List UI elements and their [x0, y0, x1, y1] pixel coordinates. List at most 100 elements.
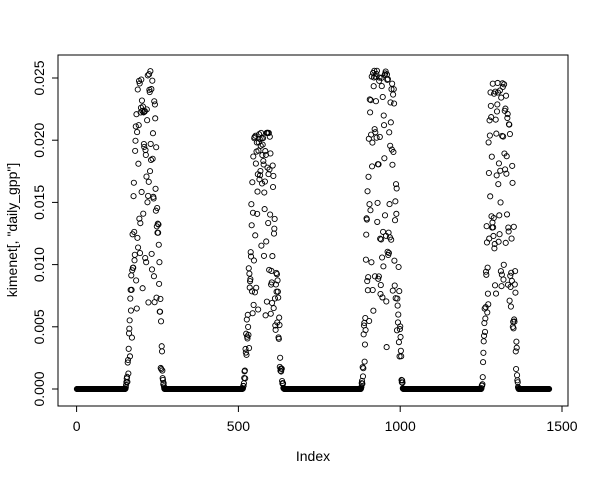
data-point	[496, 231, 503, 238]
data-point	[156, 259, 163, 266]
data-point	[392, 181, 400, 188]
data-point	[148, 86, 155, 93]
data-point	[255, 147, 262, 154]
data-point	[128, 334, 135, 341]
data-point	[482, 315, 489, 322]
data-point	[511, 318, 518, 325]
data-point	[131, 228, 138, 235]
data-point	[263, 298, 270, 305]
data-point	[270, 305, 277, 312]
data-point	[126, 317, 133, 324]
data-point	[156, 280, 163, 287]
data-point	[492, 116, 499, 123]
data-point	[380, 263, 387, 270]
data-point	[144, 199, 151, 206]
data-point	[493, 130, 500, 137]
data-point	[133, 277, 140, 284]
data-point	[506, 297, 513, 304]
data-point	[480, 338, 487, 345]
data-point	[482, 268, 490, 275]
data-point	[362, 326, 369, 334]
data-point	[132, 147, 139, 154]
data-point	[396, 288, 403, 295]
data-point	[154, 204, 161, 212]
data-point	[479, 374, 486, 381]
data-point	[488, 153, 495, 160]
data-point	[372, 73, 379, 80]
data-point	[159, 376, 167, 383]
data-point	[143, 173, 150, 180]
data-point	[136, 250, 144, 257]
data-point	[491, 282, 499, 289]
data-point	[134, 234, 141, 241]
data-point	[250, 257, 257, 264]
data-point	[387, 119, 394, 126]
data-point	[370, 307, 377, 314]
data-point	[367, 109, 374, 116]
y-tick-label: 0.005	[31, 309, 47, 344]
data-point	[269, 253, 276, 260]
data-point	[138, 76, 145, 83]
data-point	[151, 101, 158, 108]
data-point	[143, 106, 150, 113]
data-point	[246, 345, 253, 352]
data-point	[395, 263, 402, 271]
data-point	[493, 172, 500, 179]
data-point	[155, 221, 162, 228]
data-point	[366, 96, 373, 103]
data-point	[500, 276, 507, 283]
data-point	[497, 268, 504, 275]
data-point	[142, 254, 149, 262]
data-point	[508, 269, 515, 276]
data-point	[254, 210, 261, 217]
data-point	[245, 331, 252, 338]
data-point	[374, 199, 381, 206]
data-point	[252, 132, 259, 139]
plot-frame	[57, 54, 569, 407]
data-point	[387, 99, 394, 106]
data-point	[130, 193, 137, 200]
data-point	[242, 345, 249, 353]
data-point	[384, 76, 391, 83]
data-point	[265, 129, 272, 136]
data-point	[398, 353, 405, 360]
data-point	[380, 122, 388, 129]
data-point	[257, 168, 264, 175]
data-point	[396, 326, 403, 333]
data-point	[492, 88, 499, 95]
data-point	[375, 275, 382, 282]
data-point	[248, 222, 255, 229]
data-point	[270, 230, 278, 237]
data-point	[250, 301, 257, 308]
data-point	[380, 112, 387, 119]
data-point	[498, 283, 505, 290]
data-point	[159, 367, 166, 374]
data-point	[269, 183, 277, 191]
data-point	[132, 137, 139, 144]
data-point	[364, 278, 371, 285]
data-point	[248, 288, 256, 295]
data-point	[135, 122, 142, 129]
data-point	[397, 333, 404, 341]
data-point	[397, 347, 404, 354]
data-point	[275, 294, 282, 301]
data-point	[257, 172, 264, 179]
data-point	[502, 92, 510, 99]
data-point	[369, 287, 376, 294]
data-point	[383, 344, 390, 351]
data-point	[397, 323, 404, 330]
data-point	[131, 257, 138, 264]
data-point	[479, 381, 486, 388]
data-point	[504, 114, 511, 122]
data-point	[127, 307, 134, 314]
data-point	[124, 378, 131, 385]
data-point	[365, 173, 372, 180]
data-point	[495, 238, 502, 245]
x-axis-label: Index	[296, 448, 330, 464]
data-point	[125, 370, 132, 377]
data-point	[248, 201, 255, 208]
data-point	[502, 239, 509, 246]
data-point	[371, 126, 378, 133]
data-point	[486, 235, 493, 242]
data-point	[503, 153, 510, 160]
